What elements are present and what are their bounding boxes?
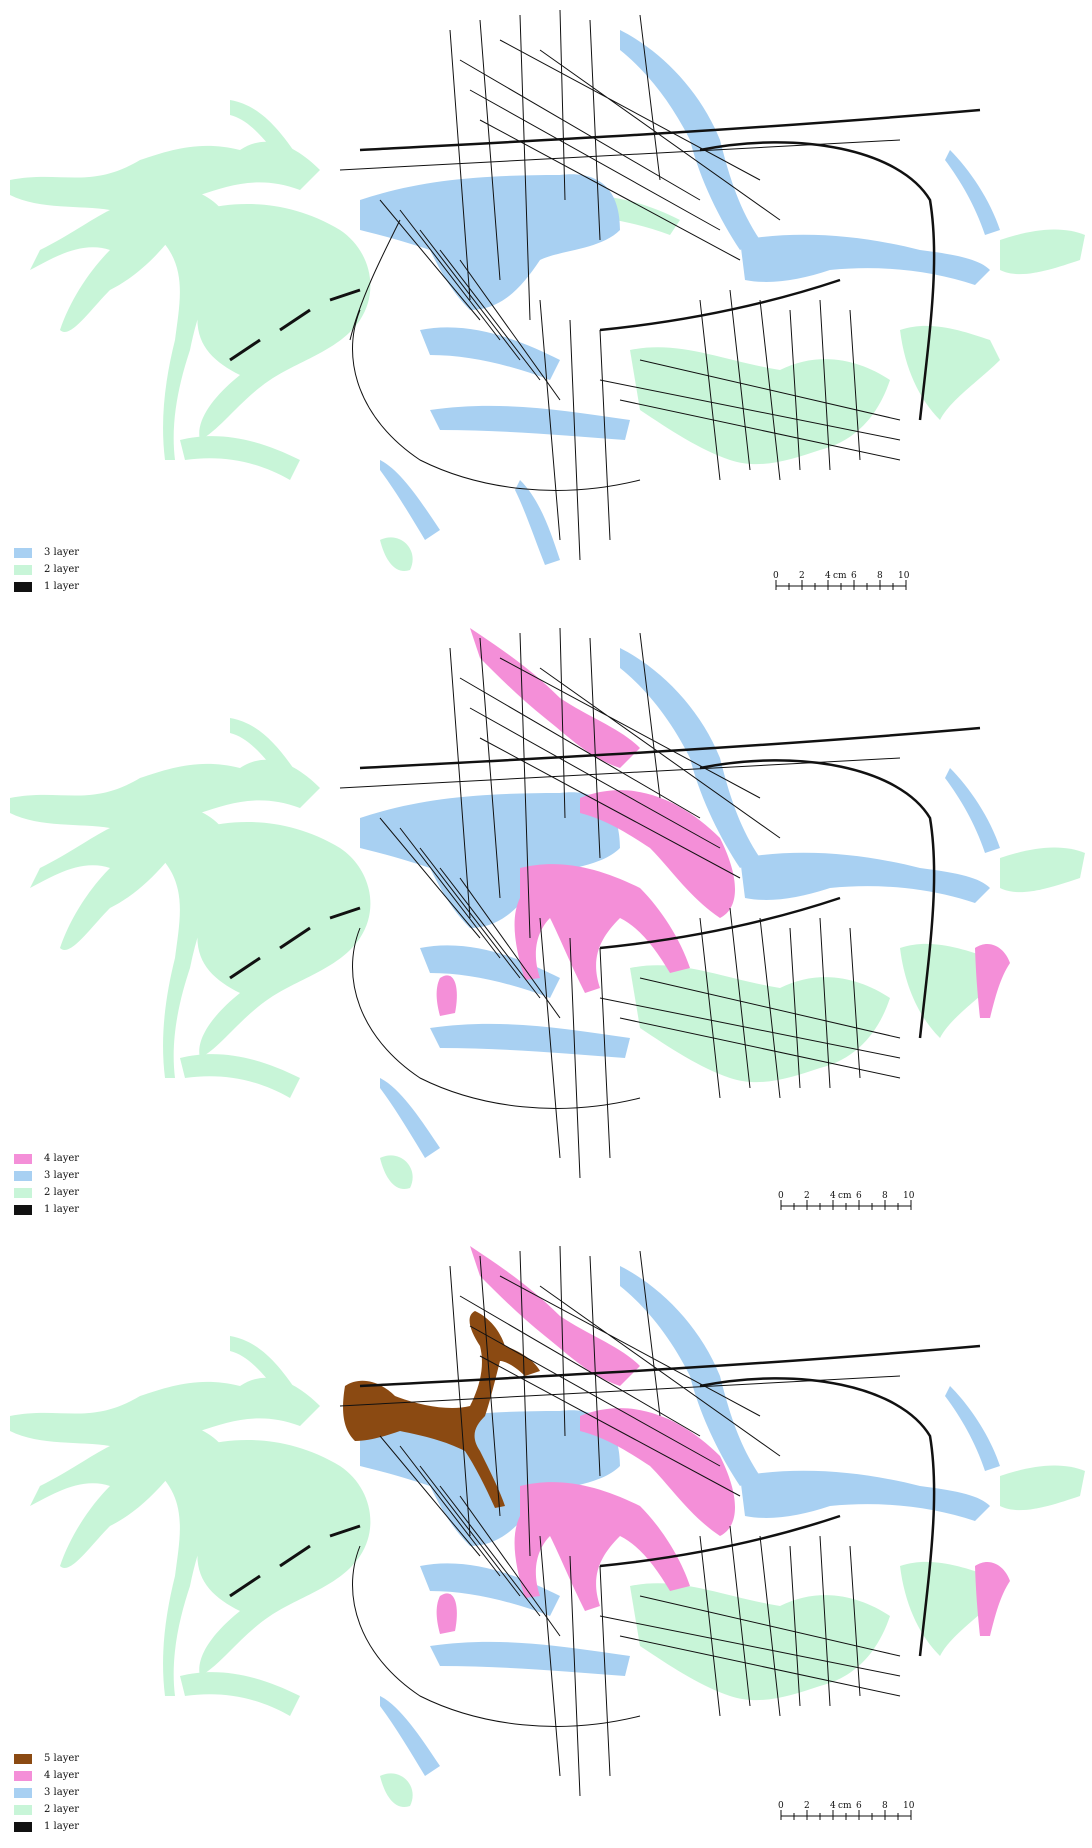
- scale-tick-label: 6: [856, 1801, 862, 1811]
- scale-unit-label: cm: [838, 1191, 852, 1201]
- panel-layers-1-3: 3 layer 2 layer 1 layer 0 2 4 cm 6 8 10: [0, 0, 1092, 612]
- legend-swatch-layer-3: [14, 1170, 32, 1181]
- layer-1-lines: [229, 1245, 981, 1797]
- rock-art-tracing: [10, 1245, 1085, 1807]
- scale-tick-label: 2: [799, 571, 805, 581]
- layer-2-shapes: [10, 100, 1085, 571]
- layer-2-shapes: [10, 718, 1085, 1189]
- scale-tick-label: 8: [882, 1801, 888, 1811]
- legend-swatch-layer-3: [14, 1787, 32, 1798]
- scale-tick-label: 6: [856, 1191, 862, 1201]
- scale-tick-label: 2: [804, 1191, 810, 1201]
- legend-item: 1 layer: [14, 1201, 79, 1218]
- legend-swatch-layer-5: [14, 1753, 32, 1764]
- layer-4-shapes: [436, 1246, 1010, 1636]
- scale-tick-label: 4: [830, 1191, 836, 1201]
- legend-item: 5 layer: [14, 1750, 79, 1767]
- legend-item: 3 layer: [14, 544, 79, 561]
- scale-tick-label: 0: [773, 571, 779, 581]
- legend-item: 2 layer: [14, 1801, 79, 1818]
- legend-label: 3 layer: [44, 1787, 80, 1798]
- scale-tick-label: 10: [903, 1191, 915, 1201]
- scale-tick-label: 2: [804, 1801, 810, 1811]
- layer-1-lines: [229, 627, 981, 1179]
- scale-unit-label: cm: [833, 571, 847, 581]
- layer-5-shapes: [343, 1311, 540, 1508]
- legend-swatch-layer-1: [14, 581, 32, 592]
- panel-layers-1-4: 4 layer 3 layer 2 layer 1 layer 0 2 4 cm…: [0, 618, 1092, 1230]
- legend-label: 5 layer: [44, 1753, 80, 1764]
- legend-item: 3 layer: [14, 1167, 79, 1184]
- legend-item: 4 layer: [14, 1150, 79, 1167]
- scale-tick-label: 10: [898, 571, 910, 581]
- legend-label: 1 layer: [44, 581, 80, 592]
- scale-tick-label: 10: [903, 1801, 915, 1811]
- legend-label: 4 layer: [44, 1770, 80, 1781]
- legend: 3 layer 2 layer 1 layer: [14, 544, 79, 595]
- legend-swatch-layer-2: [14, 1187, 32, 1198]
- scale-tick-label: 8: [877, 571, 883, 581]
- legend-label: 2 layer: [44, 564, 80, 575]
- scale-bar: 0 2 4 cm 6 8 10: [778, 1801, 915, 1820]
- panel-layers-1-5: 5 layer 4 layer 3 layer 2 layer 1 layer: [0, 1236, 1092, 1848]
- legend-item: 3 layer: [14, 1784, 79, 1801]
- rock-art-tracing: [10, 627, 1085, 1189]
- legend: 4 layer 3 layer 2 layer 1 layer: [14, 1150, 79, 1218]
- legend-item: 2 layer: [14, 561, 79, 578]
- scale-tick-label: 4: [830, 1801, 836, 1811]
- legend-label: 1 layer: [44, 1204, 80, 1215]
- scale-tick-label: 0: [778, 1801, 784, 1811]
- legend-swatch-layer-4: [14, 1770, 32, 1781]
- legend-item: 1 layer: [14, 578, 79, 595]
- scale-tick-label: 8: [882, 1191, 888, 1201]
- layer-4-shapes: [436, 628, 1010, 1018]
- legend-swatch-layer-1: [14, 1204, 32, 1215]
- legend-swatch-layer-2: [14, 564, 32, 575]
- scale-tick-label: 4: [825, 571, 831, 581]
- legend-swatch-layer-1: [14, 1821, 32, 1832]
- scale-tick-label: 0: [778, 1191, 784, 1201]
- legend-label: 1 layer: [44, 1821, 80, 1832]
- scale-bar: 0 2 4 cm 6 8 10: [778, 1191, 915, 1210]
- legend-swatch-layer-2: [14, 1804, 32, 1815]
- scale-tick-label: 6: [851, 571, 857, 581]
- layer-1-lines: [229, 9, 981, 561]
- rock-art-tracing: [10, 9, 1085, 571]
- legend-swatch-layer-4: [14, 1153, 32, 1164]
- legend-item: 4 layer: [14, 1767, 79, 1784]
- legend-label: 3 layer: [44, 547, 80, 558]
- legend-label: 3 layer: [44, 1170, 80, 1181]
- legend-label: 4 layer: [44, 1153, 80, 1164]
- legend-label: 2 layer: [44, 1187, 80, 1198]
- legend-swatch-layer-3: [14, 547, 32, 558]
- layer-3-shapes: [360, 30, 1000, 565]
- legend-item: 2 layer: [14, 1184, 79, 1201]
- scale-bar: 0 2 4 cm 6 8 10: [773, 571, 910, 590]
- legend-item: 1 layer: [14, 1818, 79, 1835]
- scale-unit-label: cm: [838, 1801, 852, 1811]
- legend-label: 2 layer: [44, 1804, 80, 1815]
- legend: 5 layer 4 layer 3 layer 2 layer 1 layer: [14, 1750, 79, 1835]
- layer-3-shapes: [360, 648, 1000, 1158]
- layer-2-shapes: [10, 1336, 1085, 1807]
